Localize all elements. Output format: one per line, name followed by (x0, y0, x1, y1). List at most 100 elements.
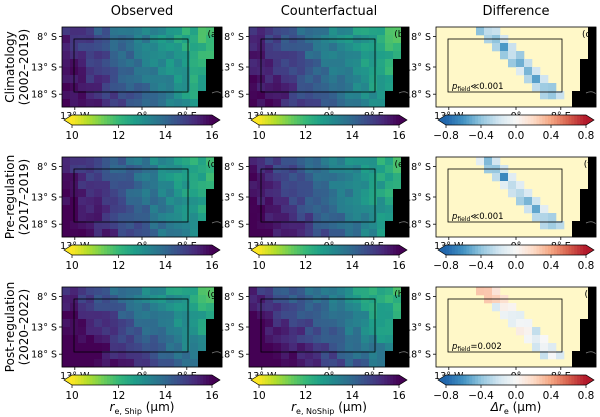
colorbar-tick-label: 16 (205, 130, 219, 142)
colorbar-segment (171, 115, 175, 125)
heatmap-cell (86, 343, 95, 352)
colorbar-segment (197, 245, 201, 255)
heatmap-cell (369, 75, 378, 84)
heatmap-cell (321, 205, 330, 214)
heatmap-cell (329, 67, 338, 76)
heatmap-cell (353, 27, 362, 36)
heatmap-cell (190, 75, 199, 84)
difference-cell (532, 327, 541, 336)
heatmap-cell (158, 311, 167, 320)
heatmap-cell (206, 43, 215, 52)
colorbar-segment (320, 375, 324, 385)
heatmap-cell (62, 303, 71, 312)
y-tick-label: 13° S (218, 323, 244, 334)
difference-cell (508, 189, 517, 198)
colorbar-segment (133, 375, 137, 385)
heatmap-cell (190, 295, 199, 304)
study-region-box (447, 298, 563, 353)
heatmap-cell (353, 205, 362, 214)
heatmap-cell (214, 35, 223, 44)
heatmap-cell (265, 229, 274, 238)
heatmap-cell (190, 213, 199, 222)
heatmap-cell (142, 327, 151, 336)
heatmap-cell (369, 51, 378, 60)
colorbar-segment (396, 245, 400, 255)
heatmap-cell (305, 59, 314, 68)
heatmap-cell (297, 43, 306, 52)
colorbar-segment (139, 375, 143, 385)
heatmap-cell (313, 221, 322, 230)
heatmap-cell (118, 335, 127, 344)
heatmap-cell (289, 75, 298, 84)
heatmap-cell (206, 221, 215, 230)
heatmap-cell (281, 205, 290, 214)
heatmap-cell (158, 351, 167, 360)
colorbar-segment (518, 375, 523, 385)
heatmap-cell (70, 229, 79, 238)
difference-cell (580, 319, 589, 328)
heatmap-cell (289, 229, 298, 238)
heatmap-cell (289, 327, 298, 336)
heatmap-cell (102, 205, 111, 214)
colorbar-segment (194, 245, 198, 255)
heatmap-cell (190, 319, 199, 328)
heatmap-cell (361, 221, 370, 230)
difference-cell (572, 351, 581, 360)
panel-f: (f)8° S13° S18° S13° W0°8° Epfield≪0.001 (405, 156, 597, 252)
colorbar-segment (504, 115, 508, 125)
colorbar-segment (72, 245, 76, 255)
heatmap-cell (150, 359, 159, 368)
heatmap-cell (265, 173, 274, 182)
heatmap-cell (281, 335, 290, 344)
heatmap-cell (118, 287, 127, 296)
heatmap-cell (345, 99, 354, 108)
heatmap-cell (297, 83, 306, 92)
colorbar-segment (98, 245, 102, 255)
heatmap-cell (150, 189, 159, 198)
panel-letter: (h) (394, 290, 407, 300)
heatmap-cell (142, 173, 151, 182)
heatmap-cell (289, 91, 298, 100)
difference-cell (524, 189, 533, 198)
heatmap-cell (94, 343, 103, 352)
heatmap-cell (249, 287, 258, 296)
difference-cell (540, 83, 549, 92)
heatmap-cell (337, 67, 346, 76)
colorbar-segment (533, 375, 537, 385)
colorbar-segment (261, 115, 266, 125)
y-tick-label: 18° S (218, 90, 244, 101)
colorbar-segment (454, 375, 459, 385)
heatmap-cell (150, 99, 159, 108)
heatmap-cell (150, 327, 159, 336)
colorbar-segment (182, 375, 187, 385)
y-tick-label: 18° S (405, 90, 431, 101)
colorbar-segment (107, 245, 111, 255)
heatmap-cell (329, 157, 338, 166)
heatmap-cell (249, 221, 258, 230)
heatmap-cell (86, 205, 95, 214)
colorbar-tick-label: 16 (205, 260, 219, 272)
heatmap-cell (393, 157, 402, 166)
y-tick-label: 18° S (31, 350, 57, 361)
difference-cell (572, 229, 581, 238)
heatmap-cell (198, 287, 207, 296)
colorbar-segment (568, 115, 572, 125)
heatmap-cell (329, 43, 338, 52)
heatmap-cell (273, 51, 282, 60)
heatmap-cell (385, 287, 394, 296)
heatmap-cell (329, 75, 338, 84)
y-tick-label: 13° S (405, 63, 431, 74)
colorbar-segment (349, 115, 353, 125)
colorbar-tick-label: 0.8 (578, 390, 595, 402)
heatmap-cell (305, 287, 314, 296)
heatmap-cell (289, 83, 298, 92)
colorbar-segment (276, 115, 280, 125)
heatmap-cell (94, 157, 103, 166)
colorbar-segment (197, 115, 201, 125)
label-subscript: e, Ship (114, 407, 141, 416)
difference-cell (588, 43, 597, 52)
colorbar-segment (329, 115, 333, 125)
heatmap-cell (313, 351, 322, 360)
heatmap-cell (198, 35, 207, 44)
heatmap-cell (361, 335, 370, 344)
